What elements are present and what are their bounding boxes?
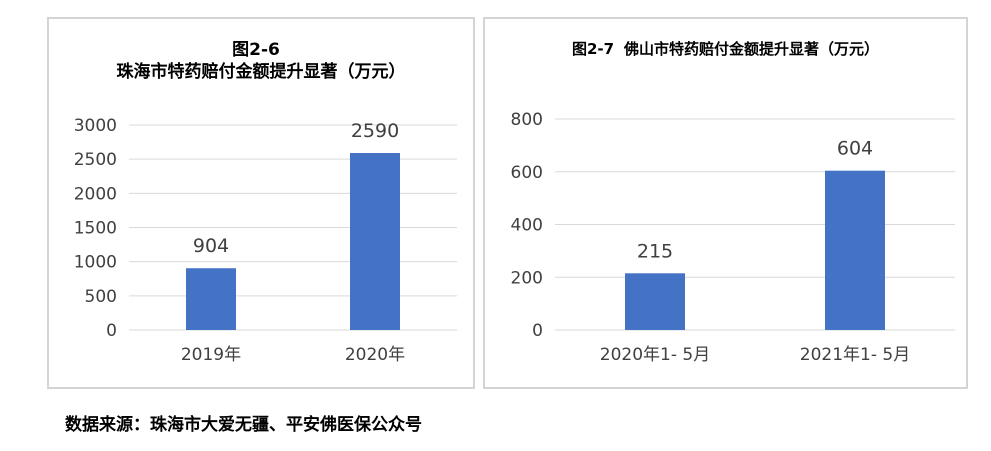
bar bbox=[625, 273, 685, 330]
bar-chart-foshan: 0 200 400 600 800 215 2020年1- 5月 604 2021年1- 5月 bbox=[511, 110, 955, 365]
y-tick-label: 3000 bbox=[74, 116, 117, 136]
data-label: 215 bbox=[637, 240, 673, 262]
y-tick-label: 0 bbox=[532, 321, 543, 341]
chart-title-text: 珠海市特药赔付金额提升显著（万元） bbox=[116, 62, 406, 82]
chart-panel-zhuhai: 图2-6珠海市特药赔付金额提升显著（万元） 0 500 1000 1500 2000 25… bbox=[47, 17, 475, 389]
data-source-note: 数据来源：珠海市大爱无疆、平安佛医保公众号 bbox=[65, 415, 422, 435]
y-tick-label: 1000 bbox=[74, 253, 117, 273]
bar bbox=[825, 170, 885, 330]
y-tick-label: 600 bbox=[511, 163, 543, 183]
y-tick-label: 800 bbox=[511, 110, 543, 130]
chart-title-text: 佛山市特药赔付金额提升显著（万元） bbox=[624, 40, 880, 58]
chart-title: 图2-6珠海市特药赔付金额提升显著（万元） bbox=[49, 39, 473, 83]
chart-panel-foshan: 图2-7 佛山市特药赔付金额提升显著（万元） 0 200 400 600 800 215 20… bbox=[483, 17, 968, 389]
x-category-label: 2020年1- 5月 bbox=[600, 345, 710, 365]
y-tick-label: 2000 bbox=[74, 184, 117, 204]
data-label: 2590 bbox=[351, 120, 399, 142]
x-category-label: 2020年 bbox=[345, 345, 405, 365]
y-tick-label: 2500 bbox=[74, 150, 117, 170]
figure-number: 图2-7 bbox=[571, 40, 615, 58]
x-category-label: 2019年 bbox=[181, 345, 241, 365]
y-tick-label: 200 bbox=[511, 268, 543, 288]
y-tick-label: 400 bbox=[511, 216, 543, 236]
x-category-label: 2021年1- 5月 bbox=[800, 345, 910, 365]
data-label: 904 bbox=[193, 235, 229, 257]
y-tick-label: 500 bbox=[85, 287, 117, 307]
bar bbox=[350, 153, 400, 330]
bar bbox=[186, 268, 236, 330]
bar-chart-zhuhai: 0 500 1000 1500 2000 2500 3000 904 2019年 2590 2020… bbox=[74, 116, 457, 365]
figure-number: 图2-6 bbox=[232, 40, 280, 60]
data-label: 604 bbox=[837, 138, 873, 160]
y-tick-label: 0 bbox=[106, 321, 117, 341]
y-tick-label: 1500 bbox=[74, 219, 117, 239]
chart-title: 图2-7 佛山市特药赔付金额提升显著（万元） bbox=[485, 39, 966, 59]
